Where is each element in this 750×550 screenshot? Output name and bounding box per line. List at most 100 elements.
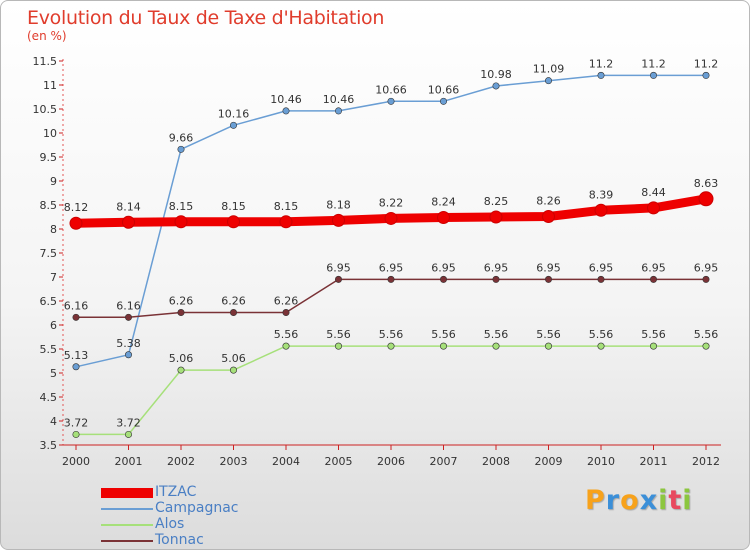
data-point [387,342,395,350]
legend-item-tonnac: Tonnac [101,532,321,549]
data-label: 8.15 [221,200,246,213]
data-label: 10.46 [270,93,302,106]
data-point [594,203,608,217]
legend-item-campagnac: Campagnac [101,500,321,517]
data-label: 10.16 [218,107,250,120]
data-point [230,121,238,129]
logo-letter: r [605,485,621,516]
data-point [177,366,185,374]
y-tick-label: 7.5 [40,247,58,260]
y-tick-label: 9 [50,175,57,188]
data-label: 5.56 [641,328,666,341]
x-tick-label: 2001 [115,455,143,468]
y-tick-label: 4.5 [40,391,58,404]
data-point [544,77,552,85]
logo-letter: t [668,485,683,516]
data-point [125,351,133,359]
data-point [437,210,450,224]
data-point [649,275,657,283]
y-tick-label: 8 [50,223,57,236]
data-label: 9.66 [169,131,194,144]
data-point [334,275,342,283]
data-label: 11.09 [533,63,565,76]
data-point [387,275,395,283]
y-tick-label: 6 [50,319,57,332]
data-label: 8.24 [431,195,456,208]
legend-label: ITZAC [155,484,197,500]
data-point [72,363,80,371]
x-tick-label: 2002 [167,455,195,468]
x-tick-label: 2000 [62,455,90,468]
x-tick-label: 2005 [325,455,353,468]
data-label: 10.46 [323,93,355,106]
data-point [439,97,447,105]
data-point [279,215,293,229]
data-point [72,430,80,438]
data-point [492,275,500,283]
data-label: 6.26 [169,295,194,308]
data-point [125,430,133,438]
series-campagnac: 5.13 5.38 9.66 10.16 10.46 10.46 10.66 10.66 10.… [64,57,719,371]
data-label: 5.38 [116,337,141,350]
series-layer: 5.13 5.38 9.66 10.16 10.46 10.46 10.66 10.66 10.… [64,57,719,438]
data-point [282,107,290,115]
x-tick-label: 2003 [220,455,248,468]
data-point [230,309,238,317]
data-label: 6.16 [116,299,141,312]
data-label: 5.56 [589,328,614,341]
y-tick-label: 5 [50,367,57,380]
data-point [702,342,710,350]
data-point [72,313,80,321]
data-label: 5.56 [431,328,456,341]
data-point [649,342,657,350]
data-label: 6.16 [64,299,89,312]
data-point [597,71,605,79]
series-alos: 3.72 3.72 5.06 5.06 5.56 5.56 5.56 5.56 5.56 5.56… [64,328,718,438]
data-point [227,215,240,229]
data-label: 3.72 [64,416,89,429]
x-tick-label: 2008 [482,455,510,468]
data-label: 8.39 [589,188,614,201]
series-tonnac: 6.16 6.16 6.26 6.26 6.26 6.95 6.95 6.95 6.95 6.95… [64,261,719,321]
y-tick-label: 3.5 [40,439,58,452]
data-label: 5.56 [274,328,299,341]
logo-letter: i [682,485,693,516]
legend-item-itzac: ITZAC [101,484,321,501]
data-point [647,201,660,215]
data-point [544,275,552,283]
data-label: 11.2 [589,57,614,70]
data-label: 10.66 [375,83,407,96]
y-tick-label: 11 [43,79,57,92]
logo-letter: x [639,485,659,516]
data-label: 8.15 [169,200,194,213]
data-label: 6.95 [694,261,719,274]
x-tick-label: 2009 [535,455,563,468]
y-unit-label: (en %) [27,29,67,43]
data-point [387,97,395,105]
data-point [177,145,185,153]
data-label: 10.66 [428,83,460,96]
data-point [489,210,503,224]
x-tick-label: 2010 [587,455,615,468]
data-point [597,342,605,350]
data-label: 5.56 [379,328,404,341]
y-tick-label: 4 [50,415,57,428]
legend-swatch [101,508,153,510]
data-label: 8.12 [64,201,89,214]
data-point [492,342,500,350]
data-label: 8.25 [484,195,509,208]
data-label: 8.14 [116,200,141,213]
data-label: 11.2 [694,57,719,70]
data-point [384,211,398,225]
x-tick-label: 2011 [640,455,668,468]
legend-item-alos: Alos [101,516,321,533]
x-tick-label: 2006 [377,455,405,468]
data-point [332,213,345,227]
legend-swatch [101,488,153,498]
data-label: 8.63 [694,177,719,190]
logo-letter: i [658,485,669,516]
data-point [282,309,290,317]
data-point [439,342,447,350]
